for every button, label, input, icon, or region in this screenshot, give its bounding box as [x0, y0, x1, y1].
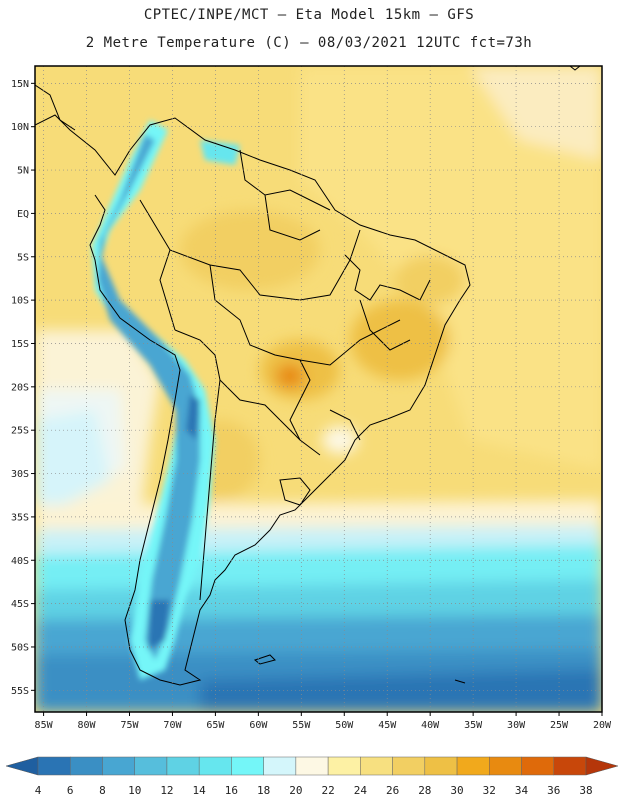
lat-label: EQ [17, 209, 29, 220]
lat-label: 5S [17, 252, 29, 263]
colorbar-label: 4 [34, 784, 42, 797]
colorbar-swatch [69, 756, 103, 776]
lat-label: 10N [11, 122, 29, 133]
colorbar-swatch [456, 756, 490, 776]
colorbar-swatch [134, 756, 168, 776]
lat-label: 15S [11, 339, 29, 350]
longitude-axis: 85W 80W 75W 70W 65W 60W 55W 50W 45W 40W 35W 30W 25W 2… [35, 712, 612, 731]
colorbar-label: 28 [418, 784, 432, 797]
lat-label: 30S [11, 469, 29, 480]
lon-label: 70W [163, 720, 182, 731]
colorbar-swatch [37, 756, 71, 776]
lon-label: 55W [292, 720, 311, 731]
colorbar-label: 32 [482, 784, 496, 797]
colorbar-label: 16 [224, 784, 239, 797]
lon-label: 75W [120, 720, 139, 731]
colorbar-label: 10 [128, 784, 142, 797]
temperature-field [35, 66, 602, 712]
colorbar-label: 6 [66, 784, 74, 797]
map-frame [34, 65, 603, 713]
lon-label: 80W [78, 720, 97, 731]
colorbar-label: 36 [547, 784, 561, 797]
lon-label: 65W [206, 720, 225, 731]
colorbar-label: 24 [353, 784, 367, 797]
colorbar-swatch [102, 756, 135, 776]
colorbar-label: 20 [289, 784, 303, 797]
lat-label: 25S [11, 426, 29, 437]
colorbar-swatch [553, 756, 587, 776]
lon-label: 50W [335, 720, 354, 731]
colorbar-label: 14 [192, 784, 206, 797]
colorbar-swatch [166, 756, 200, 776]
lat-label: 45S [11, 599, 29, 610]
colorbar-swatch [521, 756, 555, 776]
colorbar [5, 756, 618, 776]
title-line-1: CPTEC/INPE/MCT – Eta Model 15km – GFS [143, 7, 475, 23]
colorbar-swatch [392, 756, 426, 776]
colorbar-swatch [263, 756, 297, 776]
colorbar-label: 30 [450, 784, 464, 797]
colorbar-label: 38 [579, 784, 593, 797]
lon-label: 45W [378, 720, 397, 731]
colorbar-swatch [360, 756, 393, 776]
title-line-2: 2 Metre Temperature (C) – 08/03/2021 12U… [85, 35, 533, 51]
lat-label: 40S [11, 556, 29, 567]
latitude-axis: 15N 10N 5N EQ 5S 10S 15S 20S 25S 30S 35S 40S 45S 50S 5… [11, 79, 35, 697]
lat-label: 10S [11, 296, 29, 307]
colorbar-swatch [424, 756, 458, 776]
lon-label: 60W [249, 720, 268, 731]
colorbar-label: 12 [160, 784, 174, 797]
colorbar-swatch [231, 756, 264, 776]
lat-label: 35S [11, 512, 29, 523]
colorbar-label: 18 [257, 784, 271, 797]
colorbar-label: 22 [321, 784, 335, 797]
grid-lines [35, 66, 602, 712]
lon-label: 35W [464, 720, 483, 731]
lon-label: 30W [507, 720, 526, 731]
lon-label: 85W [35, 720, 54, 731]
colorbar-left-arrow [5, 756, 39, 776]
colorbar-swatch [198, 756, 232, 776]
colorbar-label: 34 [514, 784, 529, 797]
colorbar-label: 26 [385, 784, 400, 797]
lat-label: 5N [17, 166, 29, 177]
lat-label: 50S [11, 642, 29, 653]
colorbar-swatch [295, 756, 329, 776]
lat-label: 20S [11, 382, 29, 393]
lat-label: 15N [11, 79, 29, 90]
colorbar-right-arrow [585, 756, 618, 776]
lon-label: 20W [593, 720, 612, 731]
colorbar-label: 8 [99, 784, 106, 797]
lat-label: 55S [11, 686, 29, 697]
coastlines-borders [35, 66, 581, 686]
lon-label: 40W [421, 720, 440, 731]
colorbar-swatch [489, 756, 522, 776]
colorbar-swatch [327, 756, 361, 776]
lon-label: 25W [550, 720, 569, 731]
